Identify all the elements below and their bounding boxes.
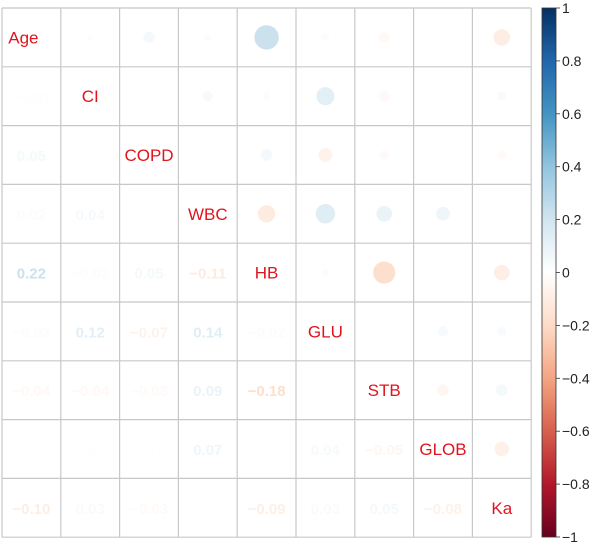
correlation-circle — [204, 33, 212, 42]
correlation-value: 0.03 — [311, 501, 340, 518]
correlation-circle — [437, 326, 449, 337]
cells: Age −0.01 CI 0.05 0.00 COPD 0.02 0.04 0.00 WBC 0.2… — [8, 25, 513, 518]
colorbar-tick-label: 0.8 — [562, 53, 582, 69]
correlation-value: 0.05 — [17, 148, 46, 165]
correlation-value: −0.02 — [12, 324, 50, 341]
colorbar-gradient — [541, 7, 557, 538]
correlation-value: 0.04 — [76, 207, 106, 224]
correlation-circle — [440, 93, 446, 99]
variable-label-hb: HB — [255, 264, 279, 283]
correlation-value: −0.10 — [12, 501, 50, 518]
correlation-circle — [321, 33, 330, 42]
colorbar: 1 0.8 0.6 0.4 0.2 0 −0.2 −0.4 −0.6 −0.8 −1 — [541, 0, 590, 543]
variable-label-wbc: WBC — [188, 205, 228, 224]
correlation-circle — [143, 31, 155, 44]
correlation-value: 0.07 — [193, 442, 222, 459]
variable-label-age: Age — [8, 28, 38, 47]
correlation-circle — [493, 264, 510, 281]
correlation-value: 0.12 — [76, 324, 105, 341]
correlation-circle — [378, 32, 390, 43]
correlation-circle — [376, 205, 393, 222]
correlation-value: 0.00 — [311, 383, 340, 400]
correlation-circle — [436, 206, 450, 221]
colorbar-tick-label: −0.6 — [562, 423, 590, 439]
correlation-circle — [315, 204, 336, 224]
correlation-circle — [494, 441, 510, 457]
colorbar-tick-label: 0.4 — [562, 159, 582, 175]
correlation-value: 0.00 — [134, 207, 163, 224]
correlation-value: 0.00 — [252, 442, 281, 459]
correlation-value: 0.00 — [76, 148, 105, 165]
colorbar-tick-label: −0.8 — [562, 476, 590, 492]
correlation-value: 0.05 — [370, 501, 399, 518]
colorbar-tick-label: 0 — [562, 265, 570, 281]
correlation-value: 0.03 — [76, 501, 105, 518]
correlation-circle — [87, 34, 93, 41]
correlation-circle — [262, 92, 271, 100]
correlation-circle — [440, 152, 446, 158]
correlation-value: 0.00 — [17, 442, 46, 459]
correlation-value: 0.14 — [193, 324, 223, 341]
correlation-circle — [497, 326, 507, 336]
grid-lines — [1, 7, 532, 538]
correlation-value: −0.05 — [365, 442, 403, 459]
correlation-circle — [260, 149, 273, 161]
correlation-value: −0.08 — [424, 501, 462, 518]
variable-label-ci: CI — [82, 87, 99, 106]
correlation-circle — [497, 150, 507, 160]
correlation-circle — [378, 90, 390, 102]
correlation-value: 0.05 — [134, 266, 163, 283]
variable-label-stb: STB — [368, 381, 401, 400]
correlation-circle — [493, 29, 511, 46]
variable-label-glob: GLOB — [419, 440, 466, 459]
colorbar-tick-label: −0.2 — [562, 317, 590, 333]
colorbar-tick-label: −1 — [562, 529, 578, 543]
correlation-value: −0.09 — [248, 501, 286, 518]
correlation-value: −0.18 — [248, 383, 286, 400]
correlation-circle — [321, 268, 330, 277]
correlation-circle — [373, 261, 396, 284]
correlation-value: 0.09 — [193, 383, 222, 400]
correlation-value: −0.03 — [130, 501, 168, 518]
correlation-circle — [379, 150, 389, 160]
variable-label-glu: GLU — [308, 322, 343, 341]
variable-label-copd: COPD — [124, 146, 173, 165]
correlation-value: 0.00 — [193, 501, 222, 518]
correlation-circle — [318, 148, 333, 162]
correlation-circle — [257, 205, 276, 223]
colorbar-tick-label: −0.4 — [562, 370, 590, 386]
correlation-value: −0.07 — [130, 324, 168, 341]
correlation-circle — [497, 91, 507, 101]
correlation-value: 0.01 — [134, 442, 163, 459]
correlation-circle — [316, 87, 335, 106]
correlation-value: −0.04 — [12, 383, 51, 400]
correlation-value: −0.02 — [71, 266, 109, 283]
correlation-value: 0.02 — [17, 207, 46, 224]
correlation-value: −0.01 — [12, 89, 50, 106]
colorbar-tick-label: 0.2 — [562, 212, 582, 228]
correlation-value: 0.22 — [17, 266, 46, 283]
colorbar-tick-label: 1 — [562, 0, 570, 16]
correlation-value: −0.02 — [248, 324, 286, 341]
correlation-circle — [437, 384, 449, 397]
correlation-value: 0.01 — [76, 442, 105, 459]
correlation-value: 0.04 — [311, 442, 341, 459]
correlation-circle — [202, 90, 214, 102]
correlation-value: −0.11 — [189, 266, 226, 283]
correlation-circle — [495, 384, 508, 397]
correlation-value: −0.04 — [71, 383, 110, 400]
variable-label-ka: Ka — [491, 499, 512, 518]
correlation-value: −0.03 — [130, 383, 168, 400]
colorbar-tick-label: 0.6 — [562, 106, 582, 122]
correlation-circle — [254, 25, 279, 50]
